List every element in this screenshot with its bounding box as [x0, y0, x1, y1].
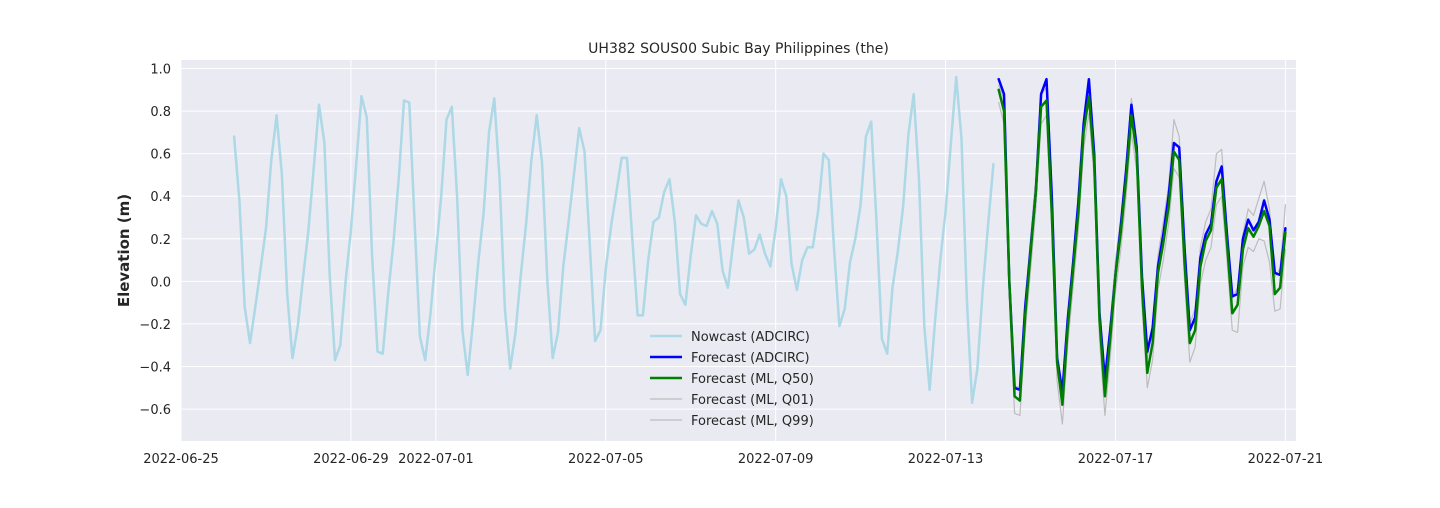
series-line-nowcast-adcirc [232, 75, 995, 404]
x-tick-label: 2022-07-17 [1078, 452, 1154, 467]
y-tick-label: 0.6 [150, 148, 171, 163]
series-line-forecast-ml-q50 [997, 88, 1287, 407]
series-group [232, 75, 1287, 425]
x-tick-label: 2022-07-13 [908, 452, 984, 467]
legend-label: Forecast (ADCIRC) [691, 351, 810, 366]
legend-label: Nowcast (ADCIRC) [691, 330, 810, 345]
legend-label: Forecast (ML, Q99) [691, 414, 814, 429]
y-axis-label: Elevation (m) [115, 194, 133, 307]
x-tick-label: 2022-07-21 [1248, 452, 1324, 467]
y-tick-label: −0.2 [139, 318, 171, 333]
x-tick-label: 2022-07-09 [738, 452, 814, 467]
y-tick-label: 0.4 [150, 190, 171, 205]
x-tick-label: 2022-07-01 [398, 452, 474, 467]
x-tick-label: 2022-07-05 [568, 452, 644, 467]
legend: Nowcast (ADCIRC) Forecast (ADCIRC) Forecas… [650, 330, 814, 429]
y-tick-label: −0.4 [139, 361, 171, 376]
x-tick-label: 2022-06-29 [313, 452, 389, 467]
legend-label: Forecast (ML, Q50) [691, 372, 814, 387]
y-tick-label: −0.6 [139, 403, 171, 418]
y-tick-label: 0.8 [150, 105, 171, 120]
y-tick-label: 1.0 [150, 63, 171, 78]
y-tick-label: 0.2 [150, 233, 171, 248]
y-tick-label: 0.0 [150, 275, 171, 290]
tick-labels: 2022-06-25 2022-06-29 2022-07-01 2022-07-05… [139, 63, 1323, 467]
chart-title: UH382 SOUS00 Subic Bay Philippines (the) [588, 41, 889, 57]
legend-label: Forecast (ML, Q01) [691, 393, 814, 408]
x-tick-label: 2022-06-25 [143, 452, 219, 467]
